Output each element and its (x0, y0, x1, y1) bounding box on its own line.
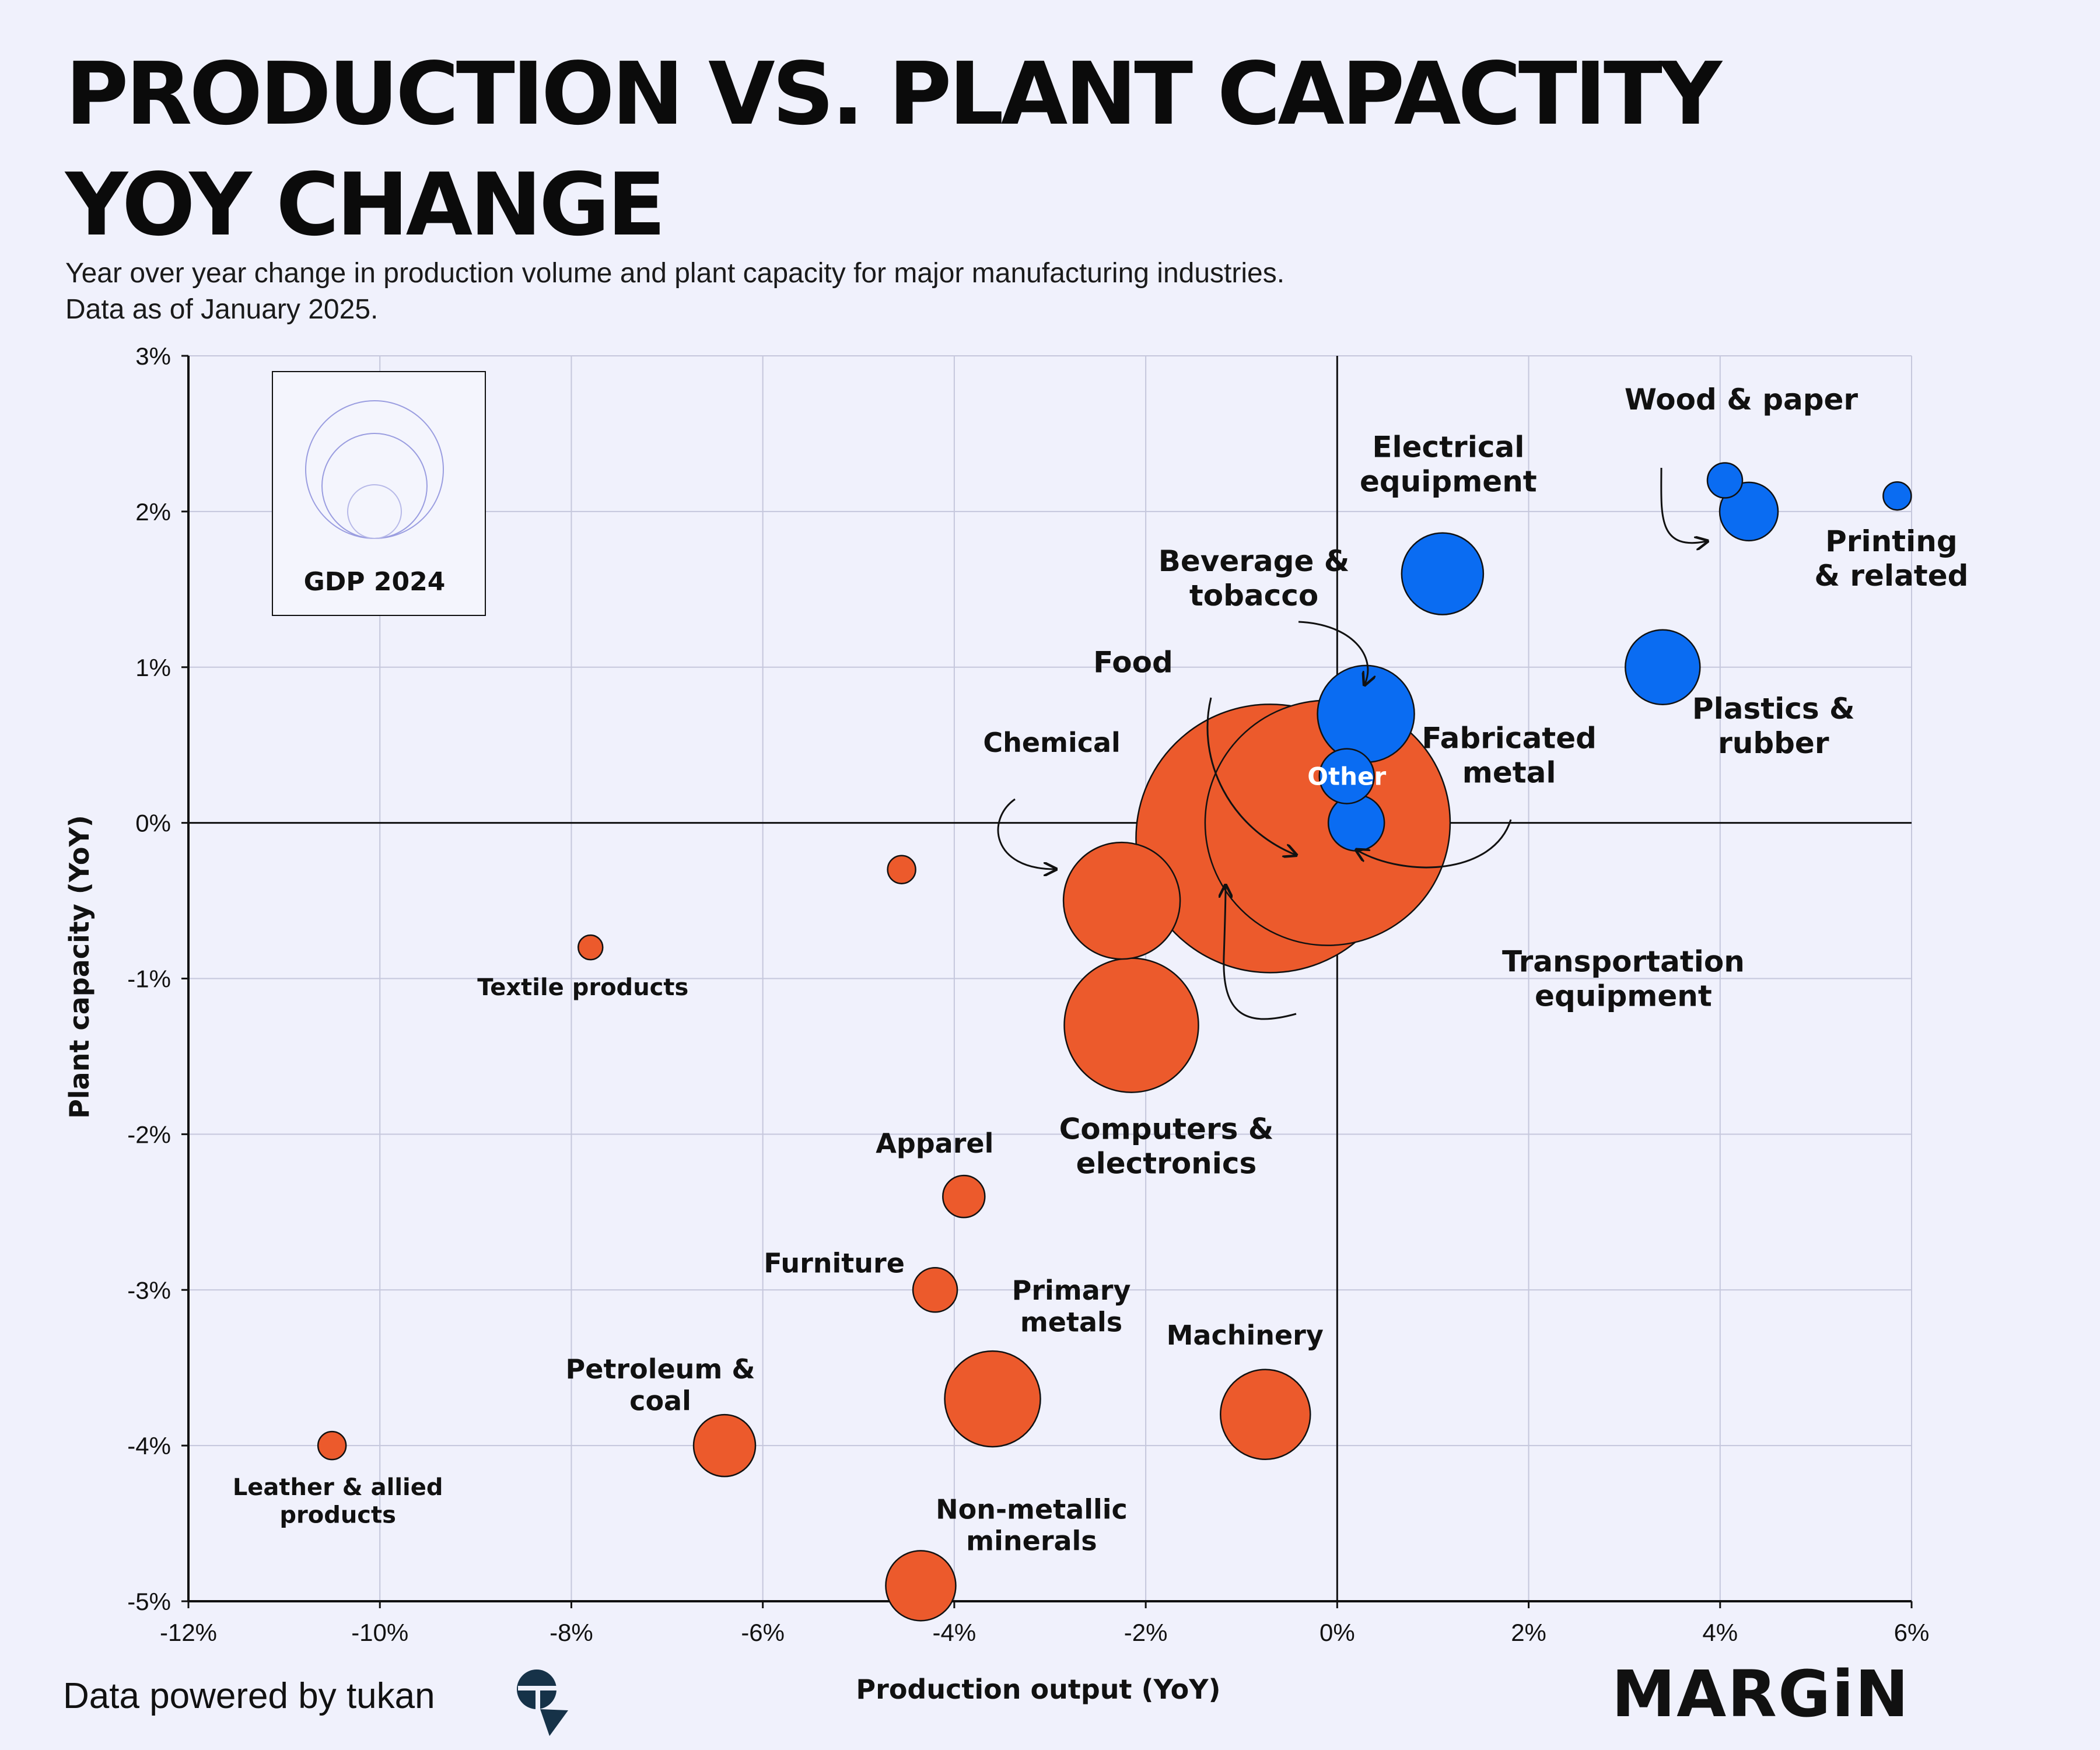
label-wood-and-paper: Wood & paper (1625, 383, 1859, 416)
label-petroleum-and-coal: Petroleum & coal (566, 1353, 755, 1416)
label-plastics-and-rubber: Plastics & rubber (1692, 692, 1855, 760)
x-tick-label: -12% (160, 1619, 217, 1646)
x-tick-label: 2% (1511, 1619, 1546, 1646)
bubble-computers-and-electronics (1063, 957, 1199, 1093)
bubble-machinery (1220, 1368, 1311, 1460)
arrow-food (1206, 697, 1295, 855)
size-legend: GDP 2024 (272, 371, 486, 616)
y-tick-label: 2% (135, 498, 171, 526)
bubble-other (1318, 748, 1375, 804)
bubble-fabricated-metal (1327, 794, 1385, 852)
chart-subtitle-line-1: Year over year change in production volu… (65, 258, 1285, 289)
bubble-plastics-and-rubber (1625, 629, 1701, 705)
bubble-furniture (912, 1267, 958, 1313)
x-tick-label: -6% (741, 1619, 785, 1646)
brand-logo: MARGiN (1611, 1657, 1910, 1731)
label-beverage-and-tobacco: Beverage & tobacco (1158, 544, 1350, 612)
arrow-beverage-tobacco (1298, 621, 1368, 684)
chart-title: PRODUCTION VS. PLANT CAPACTITY YOY CHANG… (65, 38, 1722, 260)
chart-title-line-1: PRODUCTION VS. PLANT CAPACTITY (65, 44, 1722, 144)
arrow-fabricated-metal (1357, 819, 1512, 869)
axes: -12% -10% -8% -6% -4% -2% 0% 2% 4% 6% -5% -4% -3% -2%… (64, 342, 1929, 1705)
bubble-wood-and-paper-small (1706, 462, 1744, 499)
data-credit: Data powered by tukan (63, 1676, 435, 1716)
y-tick-label: -3% (127, 1276, 171, 1304)
x-tick-label: -10% (351, 1619, 408, 1646)
bubble-labels: Food Transportation equipment Computers & el… (233, 383, 1969, 1557)
bubble-primary-metals (944, 1350, 1041, 1448)
bubbles (317, 462, 1912, 1622)
label-non-metallic-minerals: Non-metallic minerals (936, 1493, 1128, 1556)
label-machinery: Machinery (1167, 1320, 1324, 1351)
label-fabricated-metal: Fabricated metal (1422, 722, 1597, 790)
x-tick-label: -8% (550, 1619, 593, 1646)
y-tick-label: -4% (127, 1432, 171, 1460)
bubble-chemical (1062, 841, 1181, 960)
label-printing-and-related: Printing & related (1814, 524, 1968, 593)
bubble-apparel (942, 1174, 986, 1219)
label-transportation-equipment: Transportation equipment (1502, 945, 1745, 1013)
bubble-wood-and-paper (1718, 481, 1779, 542)
label-textile-products: Textile products (477, 974, 688, 1001)
arrow-wood-paper (1660, 467, 1706, 543)
y-tick-label: -1% (127, 965, 171, 993)
y-tick-label: -2% (127, 1121, 171, 1148)
bubble-textile-products (578, 934, 604, 961)
x-tick-label: 4% (1702, 1619, 1738, 1646)
legend-box (272, 371, 486, 616)
x-axis-title: Production output (YoY) (856, 1674, 1220, 1705)
arrow-chemical (997, 798, 1055, 869)
label-leather-and-allied-products: Leather & allied products (233, 1474, 443, 1528)
label-primary-metals: Primary metals (1012, 1275, 1131, 1338)
label-food: Food (1093, 645, 1173, 679)
chart-subtitle-line-2: Data as of January 2025. (65, 294, 379, 325)
annotation-arrows (997, 467, 1706, 1020)
label-other: Other (1307, 762, 1386, 791)
bubble-unlabeled-industry (887, 855, 916, 884)
chart-title-line-2: YOY CHANGE (65, 155, 666, 255)
y-tick-label: -5% (127, 1588, 171, 1615)
y-tick-label: 0% (135, 810, 171, 837)
y-tick-label: 3% (135, 342, 171, 370)
y-tick-label: 1% (135, 654, 171, 681)
legend-circle-small (347, 484, 402, 539)
bubble-printing-and-related (1882, 481, 1912, 511)
bubble-electrical-equipment (1401, 532, 1485, 615)
bubble-non-metallic-minerals (885, 1550, 957, 1622)
label-chemical: Chemical (983, 727, 1120, 758)
x-tick-label: -2% (1124, 1619, 1168, 1646)
arrow-transportation-equipment (1224, 887, 1297, 1020)
label-electrical-equipment: Electrical equipment (1360, 430, 1537, 499)
tukan-logo-icon (517, 1670, 568, 1736)
bubble-petroleum-and-coal (692, 1413, 757, 1478)
label-computers-and-electronics: Computers & electronics (1059, 1112, 1274, 1181)
y-axis-title: Plant capacity (YoY) (64, 815, 95, 1119)
chart-subtitle: Year over year change in production volu… (65, 256, 1284, 328)
x-tick-label: -4% (933, 1619, 977, 1646)
x-tick-label: 6% (1894, 1619, 1930, 1646)
x-tick-label: 0% (1320, 1619, 1355, 1646)
label-apparel: Apparel (876, 1128, 993, 1159)
bubble-leather-and-allied-products (317, 1430, 347, 1461)
legend-label: GDP 2024 (304, 567, 446, 597)
label-furniture: Furniture (764, 1247, 905, 1279)
